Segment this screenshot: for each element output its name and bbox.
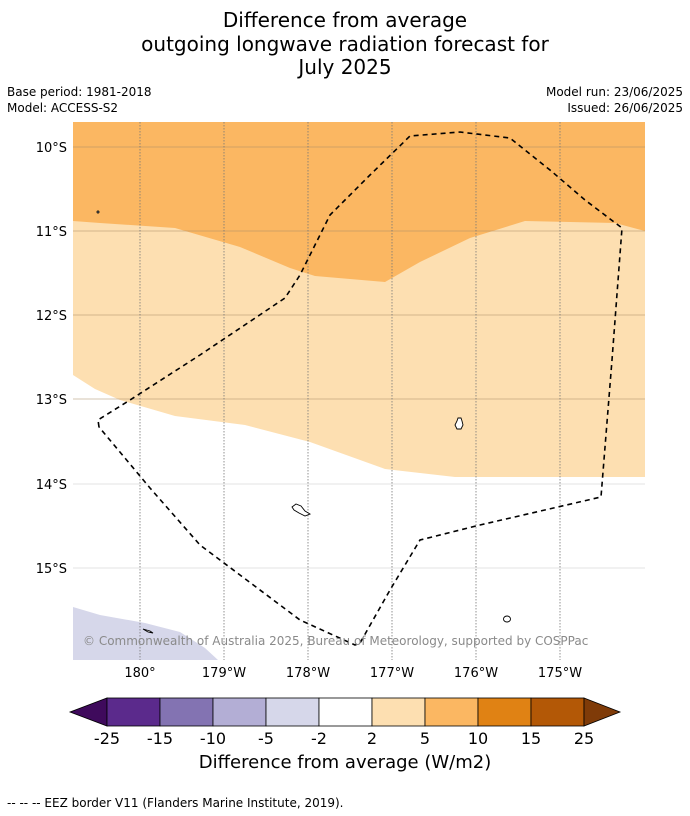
colorbar-tick: 25 <box>574 729 594 748</box>
longitude-lines <box>139 122 561 660</box>
colorbar-tick: -2 <box>311 729 327 748</box>
colorbar-tick: 5 <box>420 729 430 748</box>
model-name: Model: ACCESS-S2 <box>7 101 119 115</box>
map-panel: © Commonwealth of Australia 2025, Bureau… <box>73 122 645 660</box>
colorbar-title: Difference from average (W/m2) <box>198 752 492 773</box>
base-period: Base period: 1981-2018 <box>7 85 152 99</box>
issued-date: Issued: 26/06/2025 <box>567 101 683 115</box>
colorbar-segment <box>159 697 214 727</box>
lat-label: 11°S <box>36 225 67 240</box>
band-5-10 <box>73 122 645 282</box>
lon-label: 179°W <box>202 666 246 681</box>
colorbar-segment <box>265 697 320 727</box>
colorbar-tick: 2 <box>367 729 377 748</box>
title-line-3: July 2025 <box>298 55 392 79</box>
colorbar-segment <box>477 697 532 727</box>
latitude-lines <box>73 146 645 569</box>
lat-label: 13°S <box>36 393 67 408</box>
graticule <box>73 122 645 660</box>
island-southeast <box>503 615 511 623</box>
lon-label: 178°W <box>286 666 330 681</box>
model-run: Model run: 23/06/2025 <box>545 85 683 99</box>
colorbar-tick: -25 <box>94 729 120 748</box>
island-east <box>454 417 464 430</box>
colorbar-tick: 15 <box>521 729 541 748</box>
colorbar-segment <box>318 697 373 727</box>
title-line-1: Difference from average <box>222 8 468 32</box>
lon-label: 176°W <box>454 666 498 681</box>
band-minus5-minus2 <box>73 607 218 660</box>
colorbar-tick: -10 <box>200 729 226 748</box>
title-line-2: outgoing longwave radiation forecast for <box>141 32 549 56</box>
colorbar-tick: 10 <box>468 729 488 748</box>
colorbar-extend-high <box>583 697 622 727</box>
colorbar <box>68 697 622 727</box>
longitude-labels: 180° 179°W 178°W 177°W 176°W 175°W <box>124 666 582 681</box>
island-southwest <box>142 628 154 634</box>
lat-label: 10°S <box>36 141 67 156</box>
lon-label: 177°W <box>370 666 414 681</box>
islands <box>96 210 511 634</box>
lon-label: 175°W <box>538 666 582 681</box>
lon-label: 180° <box>124 666 155 681</box>
colorbar-tick: -15 <box>147 729 173 748</box>
colorbar-tick: -5 <box>258 729 274 748</box>
colorbar-segment <box>424 697 479 727</box>
island-central <box>291 503 312 517</box>
eez-border <box>97 131 623 646</box>
latitude-labels: 10°S 11°S 12°S 13°S 14°S 15°S <box>36 141 67 577</box>
colorbar-tick-labels: -25 -15 -10 -5 -2 2 5 10 15 25 <box>94 729 594 748</box>
colorbar-segment <box>530 697 585 727</box>
colorbar-segment <box>212 697 267 727</box>
island-north <box>96 210 100 214</box>
colorbar-segment <box>371 697 426 727</box>
colorbar-extend-low <box>68 697 108 727</box>
lat-label: 14°S <box>36 478 67 493</box>
eez-footnote: -- -- -- EEZ border V11 (Flanders Marine… <box>7 796 344 810</box>
colorbar-segment <box>106 697 161 727</box>
lat-label: 12°S <box>36 309 67 324</box>
copyright-credit: © Commonwealth of Australia 2025, Bureau… <box>83 634 588 648</box>
lat-label: 15°S <box>36 562 67 577</box>
